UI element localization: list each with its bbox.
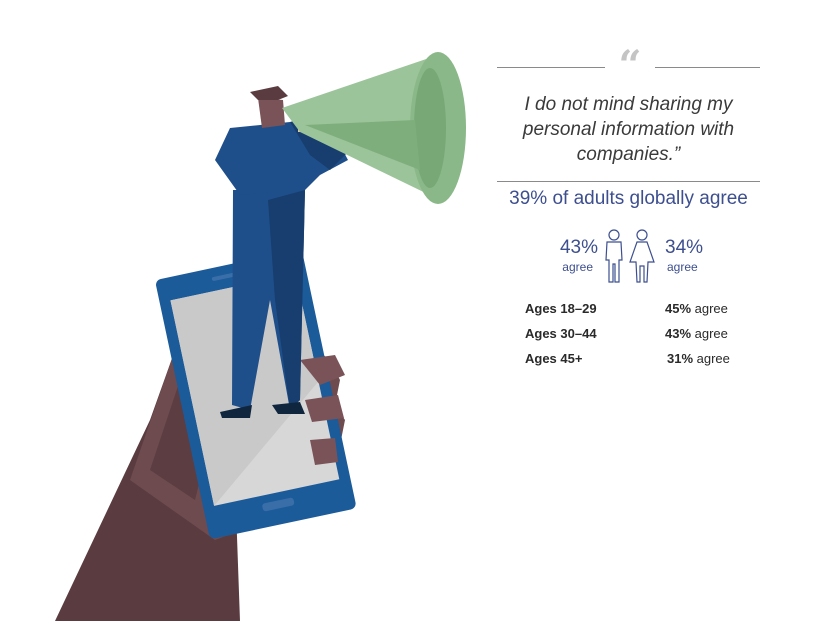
quote-rule-right: [655, 67, 760, 68]
quote-mark-icon: “: [618, 42, 642, 89]
age-row: Ages 18–29 45% agree: [525, 301, 740, 319]
male-agree-label: agree: [562, 260, 593, 274]
man-hair: [250, 86, 288, 100]
divider: [497, 181, 760, 182]
quote-text: I do not mind sharing my personal inform…: [522, 94, 735, 165]
female-percentage: 34%: [665, 237, 704, 258]
man-shoes: [220, 402, 305, 418]
age-row: Ages 30–44 43% agree: [525, 326, 740, 344]
male-percentage: 43%: [559, 237, 598, 258]
female-icon: [629, 229, 655, 283]
quote-header: “: [497, 46, 760, 86]
age-label: Ages 30–44: [525, 326, 597, 341]
man-head: [258, 98, 285, 128]
headline-stat: 39% of adults globally agree: [509, 188, 748, 209]
age-value: 45% agree: [665, 301, 728, 316]
male-icon: [605, 229, 623, 283]
age-value: 31% agree: [667, 351, 730, 366]
male-female-icon: [605, 229, 655, 283]
age-row: Ages 45+ 31% agree: [525, 351, 740, 369]
man-leg-shadow: [268, 190, 305, 410]
age-label: Ages 45+: [525, 351, 583, 366]
age-label: Ages 18–29: [525, 301, 597, 316]
female-agree-label: agree: [667, 260, 698, 274]
quote-rule-left: [497, 67, 605, 68]
age-value: 43% agree: [665, 326, 728, 341]
